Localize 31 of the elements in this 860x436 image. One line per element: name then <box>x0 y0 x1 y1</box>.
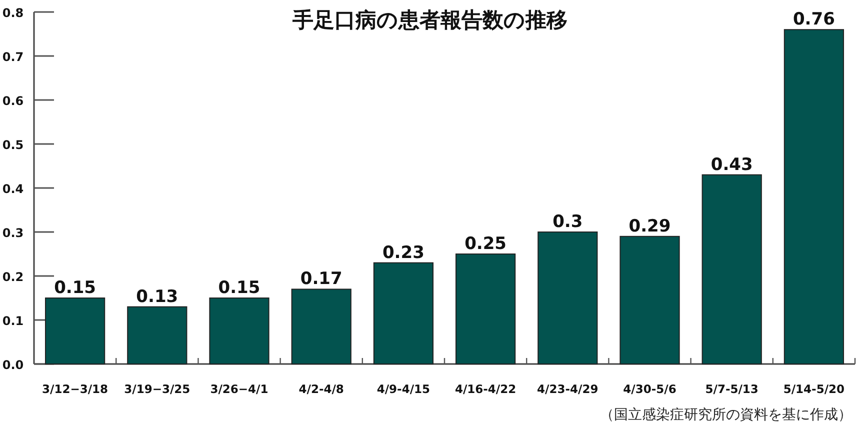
y-tick-label: 0.4 <box>2 182 24 196</box>
y-tick-label: 0.2 <box>2 270 24 284</box>
data-label: 0.13 <box>136 286 178 307</box>
y-tick-label: 0.6 <box>2 94 24 108</box>
x-tick-label: 3/12−3/18 <box>42 382 108 396</box>
x-tick-label: 5/7-5/13 <box>705 382 758 396</box>
data-label: 0.25 <box>464 234 507 254</box>
x-tick-label: 4/2-4/8 <box>298 382 344 396</box>
y-tick-label: 0.3 <box>2 226 24 240</box>
x-tick-label: 5/14-5/20 <box>783 382 845 396</box>
y-tick-label: 0.5 <box>2 138 24 152</box>
x-tick-label: 3/26−4/1 <box>210 382 268 396</box>
data-label: 0.43 <box>710 154 753 175</box>
data-label: 0.76 <box>792 10 835 30</box>
data-label: 0.15 <box>54 278 96 298</box>
data-label: 0.3 <box>552 212 583 232</box>
data-label: 0.17 <box>300 269 342 290</box>
x-tick-label: 4/16-4/22 <box>454 382 516 396</box>
y-tick-label: 0.8 <box>2 6 24 20</box>
data-label: 0.29 <box>628 216 671 236</box>
x-tick-label: 4/30-5/6 <box>623 382 676 396</box>
data-label: 0.23 <box>382 242 424 263</box>
x-tick-label: 3/19−3/25 <box>124 382 190 396</box>
y-tick-label: 0.0 <box>2 358 24 372</box>
y-tick-label: 0.7 <box>2 50 24 64</box>
x-tick-label: 4/9-4/15 <box>376 382 430 396</box>
data-label: 0.15 <box>218 278 260 298</box>
x-tick-label: 4/23-4/29 <box>537 382 598 396</box>
chart-title: 手足口病の患者報告数の推移 <box>292 8 568 32</box>
text: （国立感染症研究所の資料を基に作成） <box>600 407 852 423</box>
y-tick-label: 0.1 <box>2 314 24 328</box>
